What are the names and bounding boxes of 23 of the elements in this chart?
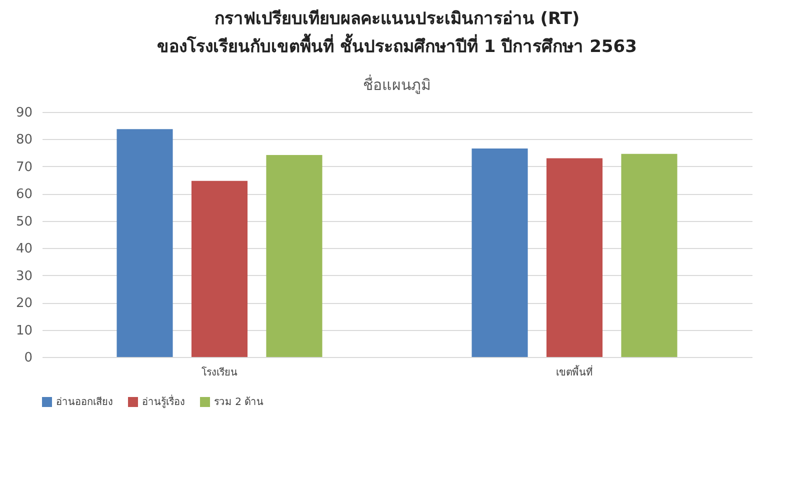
y-tick-label: 70	[16, 160, 32, 175]
y-tick-label: 80	[16, 132, 32, 148]
bar	[266, 155, 322, 357]
y-tick-label: 90	[16, 106, 32, 120]
legend-label: อ่านรู้เรื่อง	[142, 394, 185, 408]
bar	[116, 129, 173, 357]
y-tick-label: 0	[24, 350, 32, 366]
y-tick-label: 20	[16, 296, 32, 312]
y-tick-label: 30	[16, 268, 32, 284]
y-tick-label: 60	[16, 187, 32, 202]
legend-label: อ่านออกเสียง	[56, 396, 113, 408]
y-tick-label: 40	[16, 242, 32, 257]
legend-label: รวม 2 ด้าน	[214, 396, 264, 408]
bar	[472, 148, 528, 357]
x-tick-label: โรงเรียน	[202, 366, 238, 378]
bar	[546, 158, 603, 357]
bar	[621, 154, 678, 357]
chart-subtitle: ชื่อแผนภูมิ	[363, 74, 431, 94]
chart-title: กราฟเปรียบเทียบผลคะแนนประเมินการอ่าน (RT) ของโรงเรียนกับเขตพื้นที่ ชั้นประถมศึกษาปีที่ 1 ปีการศึกษา 2563	[157, 8, 637, 57]
y-tick-label: 10	[16, 323, 32, 338]
bar	[191, 180, 248, 357]
x-tick-label: เขตพื้นที่	[556, 364, 593, 378]
y-tick-label: 50	[16, 214, 32, 230]
